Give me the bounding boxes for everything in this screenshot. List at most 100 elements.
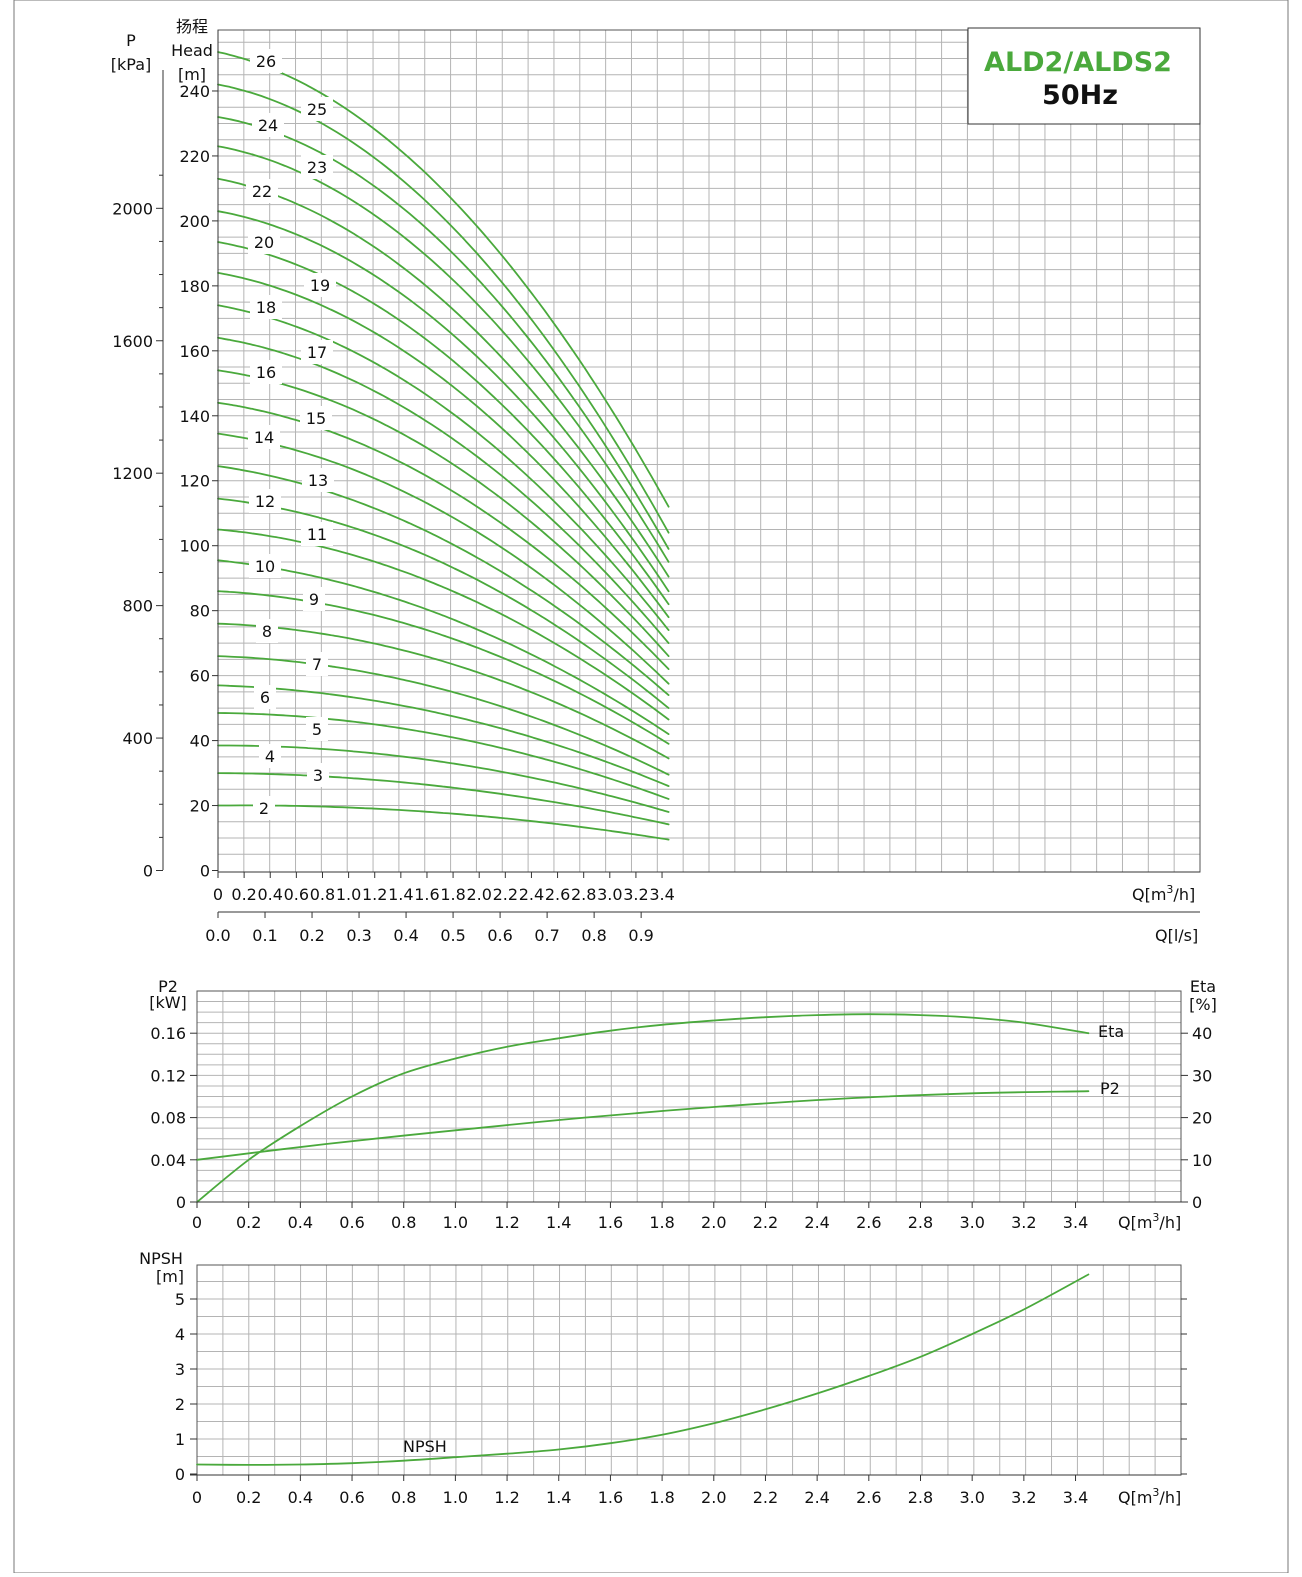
stage-label-bg <box>254 685 276 709</box>
stage-label-bg <box>306 652 328 676</box>
eta-axis-label-line2: [%] <box>1189 995 1217 1014</box>
eta-tick-label: 0 <box>1192 1193 1202 1212</box>
stage-label-10: 10 <box>255 557 275 576</box>
pe-x-tick-label: 3.0 <box>959 1213 984 1232</box>
pe-x-tick-label: 3.2 <box>1011 1213 1036 1232</box>
m3h-tick-label: 1.4 <box>388 885 413 904</box>
p2-tick-label: 0 <box>176 1193 186 1212</box>
npsh-x-tick-label: 2.8 <box>908 1488 933 1507</box>
npsh-axes: 0 0.2 0.4 0.6 0.8 1.0 1.2 1.4 1.6 1.8 2.0 2.2 2.4 2.6… <box>175 1290 1187 1507</box>
npsh-y-tick-label: 5 <box>175 1290 185 1309</box>
ls-tick-label: 0.7 <box>534 926 559 945</box>
head-curve-stage-3 <box>217 772 670 826</box>
npsh-x-axis-label: Q[m3/h] <box>1118 1486 1181 1507</box>
stage-label-8: 8 <box>262 622 272 641</box>
stage-label-9: 9 <box>309 590 319 609</box>
pe-x-label-sup: 3 <box>1152 1211 1159 1224</box>
pe-x-tick-label: 0.2 <box>236 1213 261 1232</box>
pe-x-tick-label: 1.6 <box>598 1213 623 1232</box>
npsh-x-tick-label: 2.4 <box>804 1488 829 1507</box>
head-curve-stage-5 <box>217 712 670 800</box>
npsh-y-tick-label: 4 <box>175 1325 185 1344</box>
stage-label-bg <box>302 468 334 492</box>
stage-label-3: 3 <box>313 766 323 785</box>
head-curve-stage-25 <box>217 83 670 534</box>
stage-label-6: 6 <box>260 688 270 707</box>
stage-label-26: 26 <box>256 52 276 71</box>
head-curve-stage-4 <box>217 744 670 813</box>
stage-label-22: 22 <box>252 182 272 201</box>
pe-curve-p2 <box>196 1090 1090 1161</box>
head-tick-label: 40 <box>190 732 210 751</box>
m3h-tick-label: 2.6 <box>545 885 570 904</box>
head-tick-label: 180 <box>179 277 210 296</box>
head-tick-label: 80 <box>190 602 210 621</box>
stage-label-16: 16 <box>256 363 276 382</box>
m3h-tick-label: 3.4 <box>649 885 674 904</box>
pe-x-tick-label: 2.6 <box>856 1213 881 1232</box>
npsh-grid <box>197 1265 1181 1475</box>
head-curve-stage-14 <box>217 432 670 685</box>
npsh-chart: 0 0.2 0.4 0.6 0.8 1.0 1.2 1.4 1.6 1.8 2.0 2.2 2.4 2.6… <box>139 1249 1187 1507</box>
npsh-x-tick-label: 1.0 <box>443 1488 468 1507</box>
pe-x-label-pre: Q[m <box>1118 1213 1152 1232</box>
stage-label-bg <box>256 619 278 643</box>
pe-curve-eta <box>196 1013 1090 1203</box>
stage-label-bg <box>249 554 281 578</box>
head-curve-stage-18 <box>217 304 670 631</box>
m3h-tick-label: 0.8 <box>310 885 335 904</box>
stage-label-12: 12 <box>255 492 275 511</box>
m3h-tick-label: 0.2 <box>231 885 256 904</box>
head-chart: 2345678910111213141516171819202223242526… <box>111 17 1201 945</box>
npsh-x-tick-label: 0.6 <box>339 1488 364 1507</box>
kpa-tick-label: 400 <box>122 729 153 748</box>
kpa-tick-label: 2000 <box>112 199 153 218</box>
head-curve-stage-22 <box>217 177 670 578</box>
stage-label-bg <box>248 230 280 254</box>
head-tick-label: 160 <box>179 342 210 361</box>
npsh-x-tick-label: 2.2 <box>753 1488 778 1507</box>
m3h-tick-label: 1.2 <box>362 885 387 904</box>
pe-x-tick-label: 0.8 <box>391 1213 416 1232</box>
ls-tick-label: 0.8 <box>581 926 606 945</box>
head-curve-stage-15 <box>217 401 670 670</box>
kpa-tick-label: 1200 <box>112 464 153 483</box>
npsh-y-tick-label: 2 <box>175 1395 185 1414</box>
head-axis-label-line3: [m] <box>178 65 206 84</box>
pe-x-label-post: /h] <box>1159 1213 1181 1232</box>
pe-curves <box>196 1013 1090 1203</box>
stage-label-bg <box>250 49 282 73</box>
p2-tick-label: 0.04 <box>150 1151 186 1170</box>
pe-axes: 0 0.2 0.4 0.6 0.8 1.0 1.2 1.4 1.6 1.8 2.0 2.2 2.4 2.6… <box>150 1024 1212 1232</box>
eta-curve-label: Eta <box>1098 1022 1124 1041</box>
ls-tick-label: 0.1 <box>252 926 277 945</box>
ls-tick-label: 0.9 <box>628 926 653 945</box>
kpa-tick-label: 0 <box>143 862 153 881</box>
head-curve-stage-23 <box>217 145 670 563</box>
p2-tick-label: 0.08 <box>150 1109 186 1128</box>
npsh-x-tick-label: 3.4 <box>1063 1488 1088 1507</box>
stage-label-bg <box>250 295 282 319</box>
stage-label-5: 5 <box>312 720 322 739</box>
head-axes: 0 0.2 0.4 0.6 0.8 1.0 1.2 1.4 1.6 1.8 2.0 2.2 2.4 2.6… <box>112 30 1200 945</box>
head-tick-label: 220 <box>179 147 210 166</box>
stage-label-11: 11 <box>307 525 327 544</box>
stage-label-bg <box>249 489 281 513</box>
m3h-tick-label: 3.2 <box>623 885 648 904</box>
npsh-x-tick-label: 2.6 <box>856 1488 881 1507</box>
head-tick-label: 20 <box>190 797 210 816</box>
stage-label-23: 23 <box>307 158 327 177</box>
kpa-tick-label: 1600 <box>112 332 153 351</box>
m3h-label-sup: 3 <box>1166 883 1173 896</box>
npsh-x-label-sup: 3 <box>1152 1486 1159 1499</box>
ls-tick-label: 0.6 <box>487 926 512 945</box>
stage-label-bg <box>301 340 333 364</box>
p2-tick-label: 0.12 <box>150 1066 186 1085</box>
npsh-curves <box>196 1273 1090 1466</box>
stage-label-4: 4 <box>265 747 275 766</box>
stage-label-bg <box>259 744 281 768</box>
head-x-axis-label-ls: Q[l/s] <box>1155 926 1198 945</box>
p2-axis-label-line2: [kW] <box>149 993 187 1012</box>
